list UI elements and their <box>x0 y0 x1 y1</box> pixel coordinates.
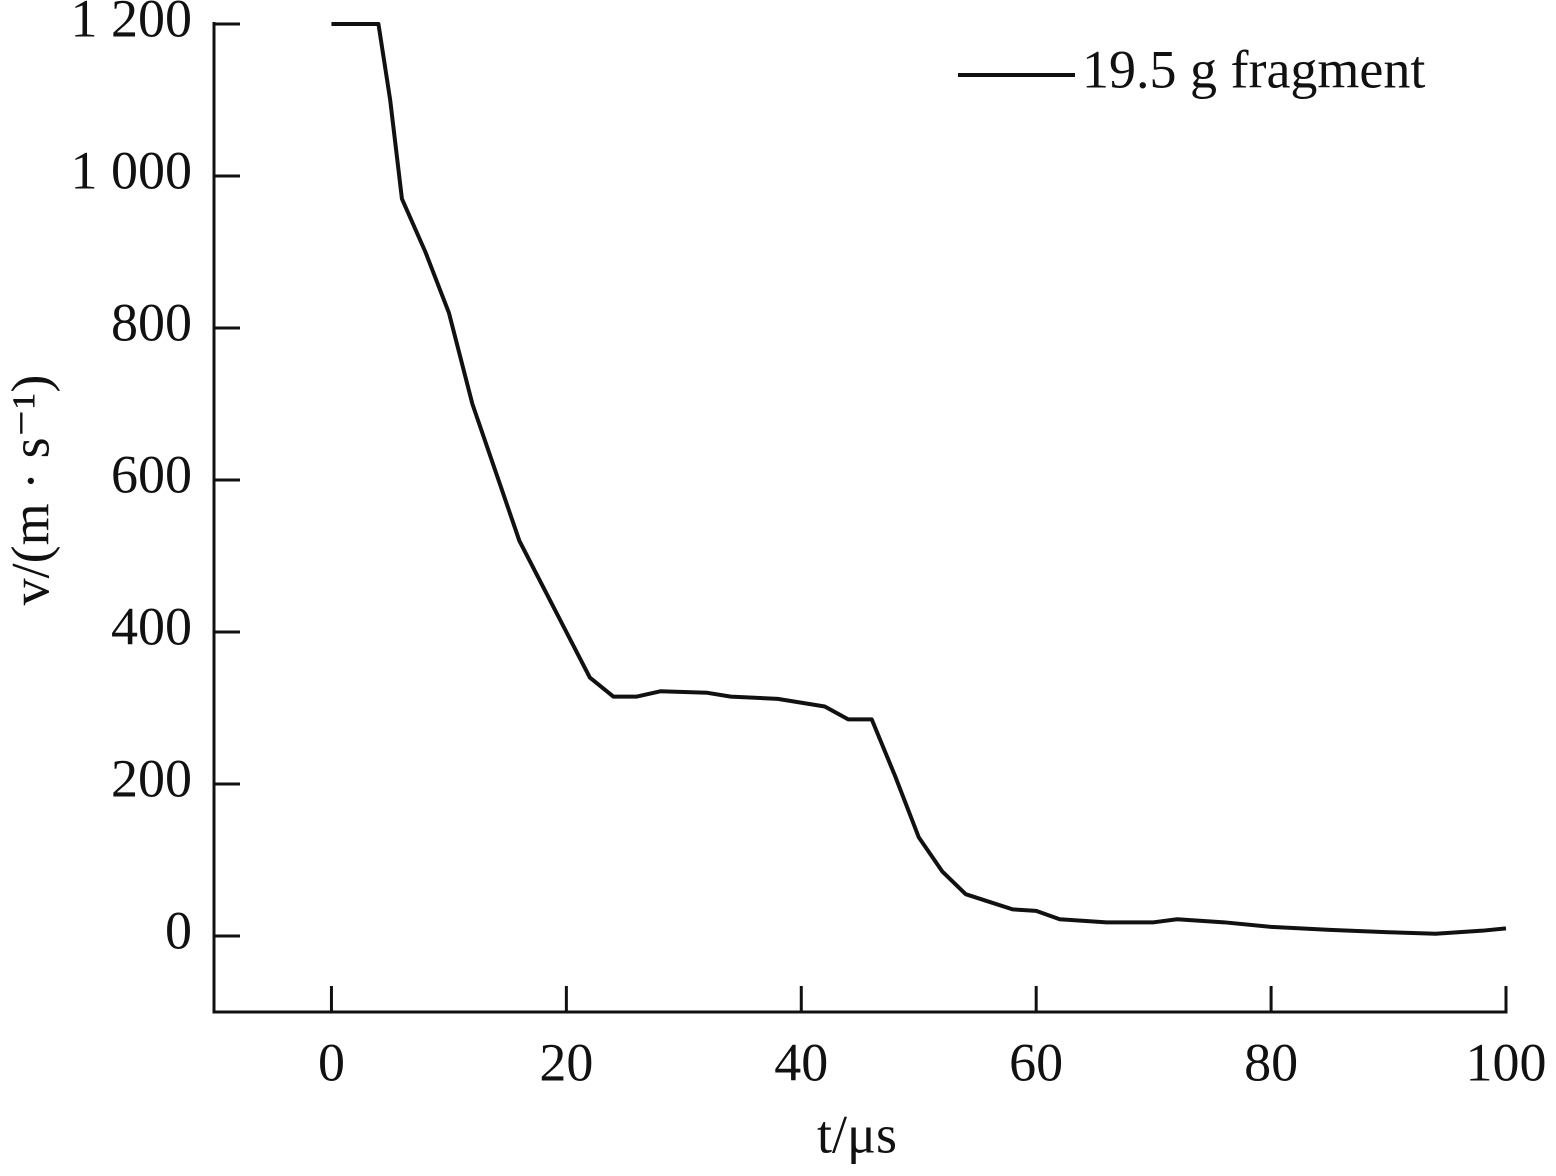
y-tick-label: 400 <box>111 596 192 656</box>
x-tick-label: 60 <box>1009 1032 1063 1092</box>
y-tick-label: 600 <box>111 444 192 504</box>
y-tick-label: 800 <box>111 292 192 352</box>
legend-label: 19.5 g fragment <box>1082 39 1425 99</box>
y-tick-label: 200 <box>111 748 192 808</box>
y-tick-label: 1 200 <box>71 0 193 48</box>
x-tick-label: 40 <box>774 1032 828 1092</box>
y-tick-label: 1 000 <box>71 140 193 200</box>
x-axis-label: t/μs <box>817 1104 897 1164</box>
x-tick-label: 100 <box>1466 1032 1547 1092</box>
line-series <box>331 22 1507 936</box>
x-tick-label: 20 <box>539 1032 593 1092</box>
y-tick-label: 0 <box>165 900 192 960</box>
x-tick-label: 80 <box>1244 1032 1298 1092</box>
x-tick-label: 0 <box>318 1032 345 1092</box>
y-axis-label: v/(m · s⁻¹) <box>0 375 60 606</box>
